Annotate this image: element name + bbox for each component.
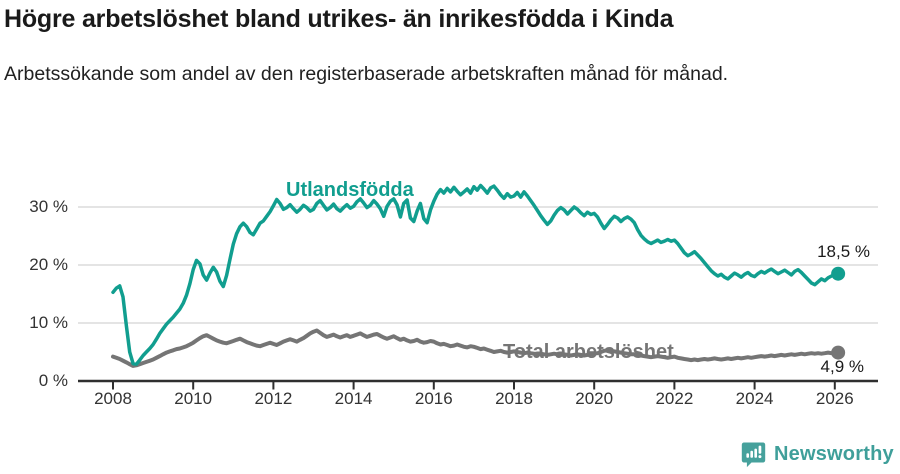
x-axis-tick-label: 2012: [254, 389, 293, 408]
x-axis-tick-label: 2018: [495, 389, 533, 408]
y-axis-tick-label: 10 %: [29, 313, 68, 332]
page-title: Högre arbetslöshet bland utrikes- än inr…: [4, 5, 674, 33]
bar-chart-speech-bubble-icon: [740, 441, 767, 468]
end-dot-utlandsf-dda: [831, 266, 846, 281]
x-axis-tick-label: 2024: [735, 389, 774, 408]
x-axis-tick-label: 2010: [174, 389, 213, 408]
y-axis-tick-label: 0 %: [38, 371, 68, 390]
brand-name: Newsworthy: [774, 443, 894, 465]
x-axis-tick-label: 2026: [815, 389, 854, 408]
end-dot-total-arbetsl-shet: [831, 345, 846, 360]
series-line-utlandsf-dda: [111, 183, 840, 366]
x-axis-tick-label: 2020: [575, 389, 614, 408]
x-axis-tick-label: 2022: [655, 389, 694, 408]
x-axis-tick-label: 2008: [94, 389, 132, 408]
series-line-total-arbetsl-shet: [111, 328, 841, 368]
newsworthy-logo: Newsworthy: [740, 441, 894, 468]
y-axis-tick-label: 30 %: [29, 197, 68, 216]
end-value-label-total: 4,9 %: [820, 357, 864, 376]
chart-subtitle: Arbetssökande som andel av den registerb…: [4, 63, 729, 85]
end-value-label-utlandsfodda: 18,5 %: [817, 242, 870, 261]
series-label-utlandsfodda: Utlandsfödda: [286, 179, 414, 201]
series-label-total-arbetsloshet: Total arbetslöshet: [503, 341, 674, 363]
y-axis-tick-label: 20 %: [29, 255, 68, 274]
x-axis-tick-label: 2016: [414, 389, 453, 408]
x-axis-tick-label: 2014: [334, 389, 373, 408]
